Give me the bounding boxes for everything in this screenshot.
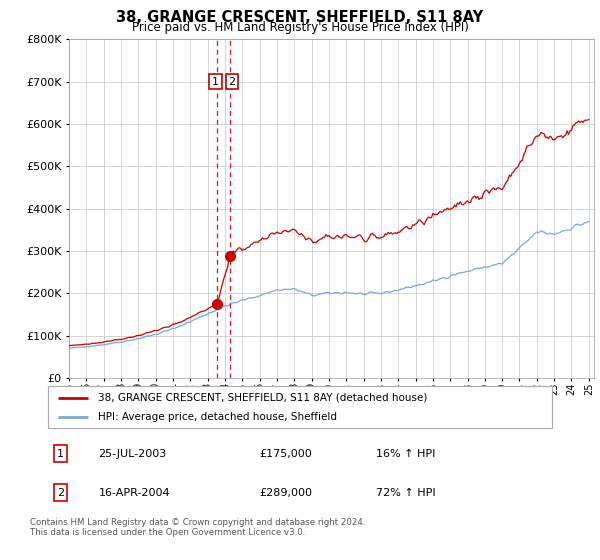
Text: HPI: Average price, detached house, Sheffield: HPI: Average price, detached house, Shef… [98,412,337,422]
Text: 1: 1 [212,77,219,87]
Text: 16-APR-2004: 16-APR-2004 [98,488,170,498]
Text: £289,000: £289,000 [260,488,313,498]
Text: 25-JUL-2003: 25-JUL-2003 [98,449,167,459]
Text: Contains HM Land Registry data © Crown copyright and database right 2024.
This d: Contains HM Land Registry data © Crown c… [30,518,365,538]
Text: 2: 2 [57,488,64,498]
Text: £175,000: £175,000 [260,449,313,459]
Text: 72% ↑ HPI: 72% ↑ HPI [376,488,435,498]
Text: 2: 2 [229,77,236,87]
Text: 38, GRANGE CRESCENT, SHEFFIELD, S11 8AY (detached house): 38, GRANGE CRESCENT, SHEFFIELD, S11 8AY … [98,393,428,403]
FancyBboxPatch shape [48,386,552,428]
Text: Price paid vs. HM Land Registry's House Price Index (HPI): Price paid vs. HM Land Registry's House … [131,21,469,34]
Text: 1: 1 [57,449,64,459]
Text: 16% ↑ HPI: 16% ↑ HPI [376,449,435,459]
Text: 38, GRANGE CRESCENT, SHEFFIELD, S11 8AY: 38, GRANGE CRESCENT, SHEFFIELD, S11 8AY [116,10,484,25]
